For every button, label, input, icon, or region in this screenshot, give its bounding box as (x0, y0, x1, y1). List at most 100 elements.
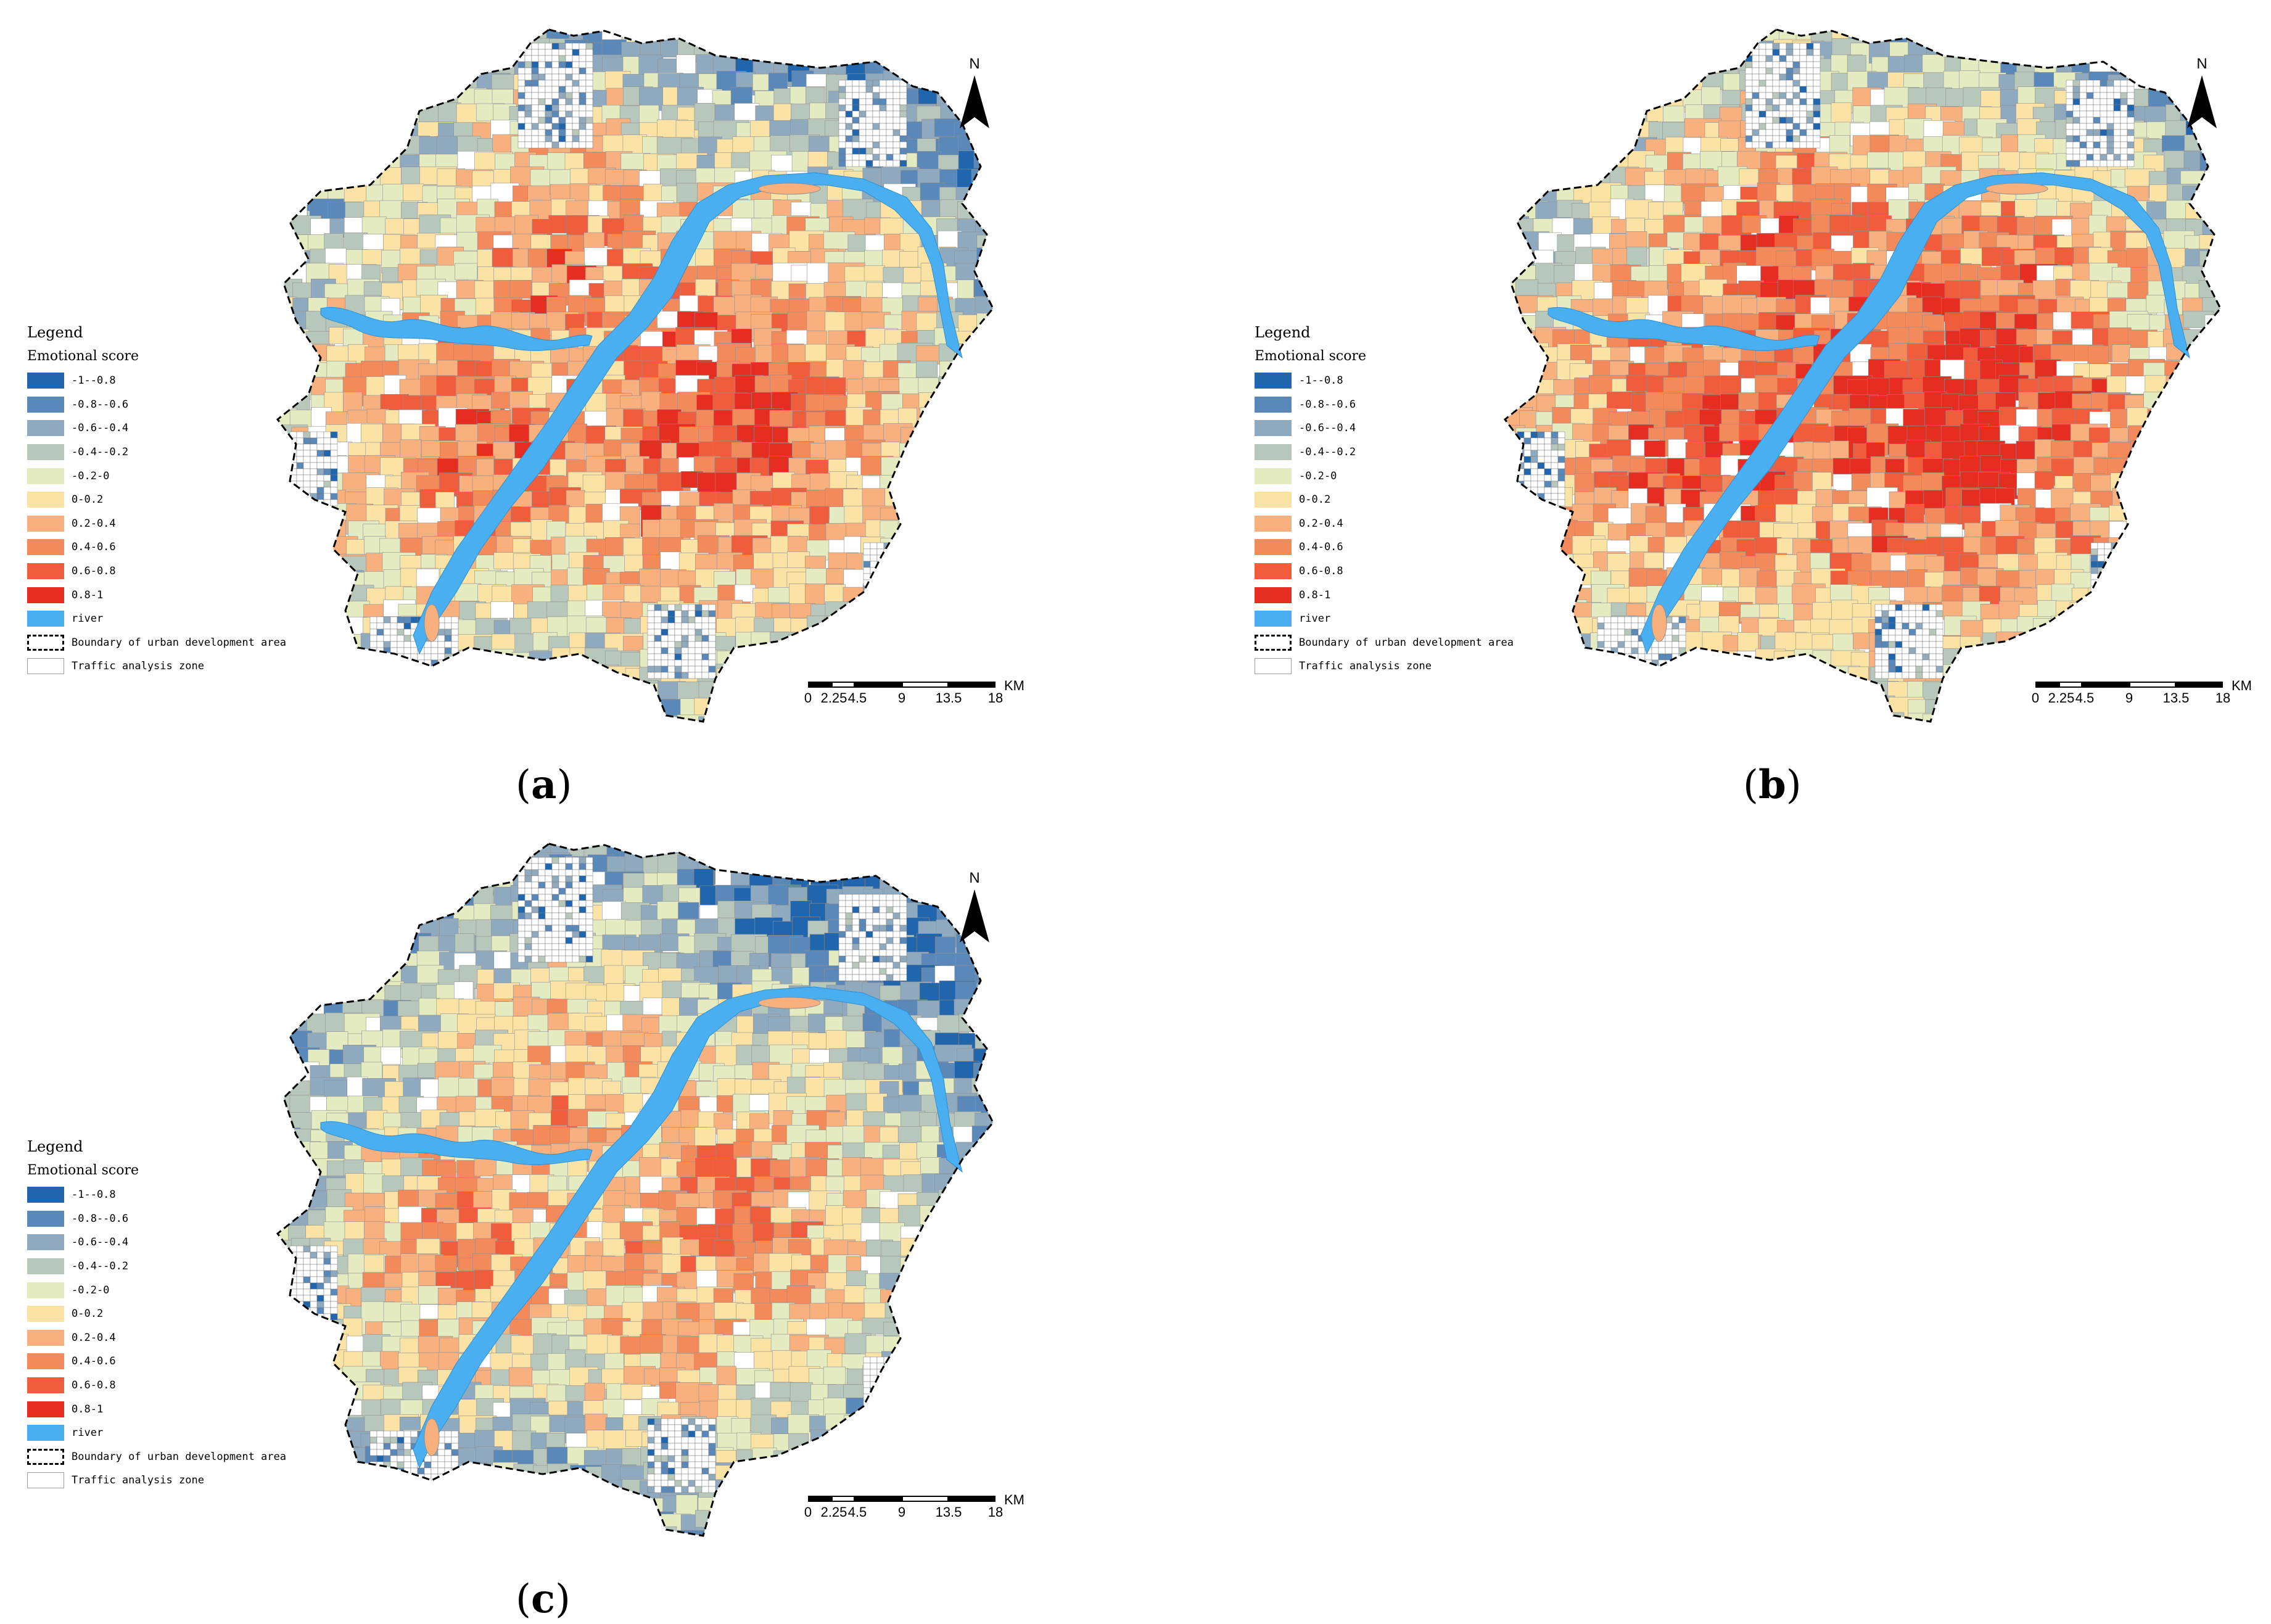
taz-cell (437, 653, 445, 661)
taz-zone (2217, 423, 2220, 452)
taz-cell (1915, 666, 1923, 673)
taz-cell (654, 659, 662, 667)
taz-cell (852, 104, 860, 112)
taz-zone (474, 664, 498, 696)
taz-zone (328, 57, 359, 93)
scale-bar: KM 0 2.25 4.5 9 13.5 18 (804, 678, 1024, 719)
taz-zone (1612, 104, 1644, 134)
taz-zone (2182, 359, 2217, 392)
taz-zone (307, 167, 336, 191)
legend-title: Legend (27, 324, 83, 341)
taz-cell (904, 548, 912, 556)
taz-cell (661, 622, 669, 630)
taz-cell (1929, 604, 1937, 611)
taz-zone (2182, 601, 2201, 619)
taz-cell (2106, 92, 2114, 99)
taz-zone (1646, 43, 1675, 63)
legend-swatch (27, 515, 64, 532)
taz-cell (859, 154, 867, 161)
taz-zone (1518, 696, 1548, 721)
taz-cell (558, 49, 566, 56)
taz-cell (410, 666, 418, 673)
taz-cell (647, 635, 655, 642)
taz-zone (918, 632, 944, 656)
taz-zone (2218, 394, 2220, 415)
taz-cell (538, 73, 546, 81)
taz-cell (2079, 129, 2087, 136)
taz-cell (1888, 610, 1896, 617)
taz-cell (585, 49, 593, 56)
taz-zone (345, 40, 371, 58)
taz-zone (921, 519, 960, 552)
taz-zone (991, 347, 993, 379)
taz-cell (897, 604, 905, 611)
taz-cell (886, 117, 894, 124)
taz-zone (917, 40, 946, 75)
taz-cell (531, 49, 539, 56)
taz-zone (1593, 41, 1622, 70)
taz-zone (344, 696, 364, 718)
taz-cell (2127, 135, 2135, 142)
taz-cell (376, 653, 384, 661)
taz-cell (585, 110, 593, 118)
taz-zone (2204, 376, 2220, 406)
taz-cell (1745, 92, 1753, 99)
taz-zone (278, 168, 295, 202)
scale-segment (808, 682, 831, 688)
taz-cell (2086, 141, 2094, 149)
taz-cell (674, 622, 682, 630)
taz-zone (2127, 489, 2161, 511)
taz-cell (654, 616, 662, 624)
taz-zone (2218, 375, 2220, 407)
taz-cell (517, 73, 526, 81)
taz-zone (2185, 586, 2206, 604)
taz-cell (323, 487, 331, 494)
taz-zone (307, 681, 329, 712)
taz-zone (363, 72, 384, 97)
taz-cell (1888, 672, 1896, 679)
taz-cell (2066, 98, 2074, 105)
taz-zone (2143, 392, 2178, 422)
taz-zone (957, 393, 985, 418)
taz-cell (917, 573, 925, 580)
taz-zone (1575, 664, 1608, 697)
taz-cell (1772, 86, 1780, 93)
taz-zone (2146, 473, 2176, 496)
taz-zone (2202, 523, 2220, 551)
taz-cell (1813, 92, 1821, 99)
taz-zone (995, 636, 1032, 659)
taz-zone (287, 118, 319, 151)
taz-cell (1638, 616, 1646, 624)
taz-cell (383, 622, 391, 630)
taz-zone (509, 279, 532, 299)
taz-cell (1624, 629, 1632, 636)
taz-cell (883, 591, 891, 599)
taz-zone (991, 554, 993, 582)
taz-zone (342, 107, 369, 130)
taz-zone (1536, 698, 1567, 715)
taz-cell (2131, 548, 2139, 556)
taz-zone (991, 171, 993, 189)
taz-cell (1799, 104, 1807, 112)
taz-cell (859, 86, 867, 93)
taz-cell (1779, 49, 1787, 56)
taz-zone (292, 41, 325, 62)
taz-zone (954, 475, 990, 498)
taz-cell (397, 622, 405, 630)
taz-cell (2111, 579, 2119, 587)
taz-cell (681, 622, 689, 630)
taz-zone (1574, 30, 1606, 51)
taz-cell (1813, 43, 1821, 50)
taz-cell (872, 154, 880, 161)
taz-cell (899, 104, 907, 112)
taz-zone (1923, 714, 1955, 722)
taz-cell (1935, 647, 1943, 654)
taz-zone (996, 331, 1021, 358)
taz-cell (2097, 585, 2105, 593)
taz-cell (538, 67, 546, 75)
taz-cell (681, 610, 689, 617)
taz-cell (579, 86, 587, 93)
taz-cell (2093, 110, 2101, 118)
taz-zone (1554, 568, 1581, 589)
taz-cell (579, 135, 587, 142)
